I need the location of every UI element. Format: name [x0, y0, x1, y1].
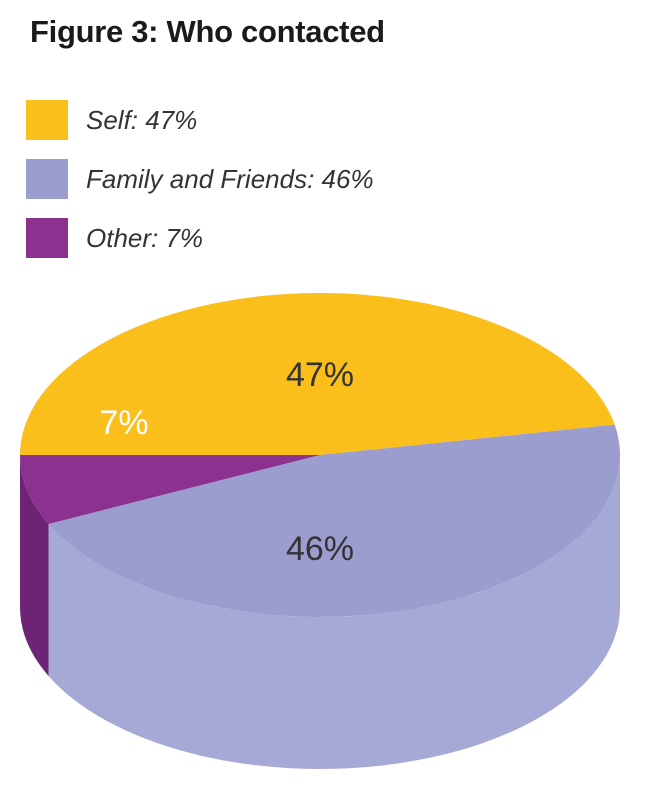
legend: Self: 47% Family and Friends: 46% Other:… — [26, 100, 374, 277]
pie-top — [20, 292, 621, 618]
chart-title: Figure 3: Who contacted — [30, 14, 385, 49]
pie-side-family-and-friends — [48, 455, 621, 769]
slice-label-other: 7% — [99, 404, 148, 442]
legend-item-other: Other: 7% — [26, 218, 374, 258]
pie-side-walls — [20, 455, 621, 769]
pie-side-other — [20, 455, 49, 676]
slice-label-family-and-friends: 46% — [286, 530, 354, 568]
pie-slice-self — [20, 292, 615, 455]
pie-slice-other — [20, 455, 320, 524]
legend-item-family-and-friends: Family and Friends: 46% — [26, 159, 374, 199]
legend-item-self: Self: 47% — [26, 100, 374, 140]
slice-label-self: 47% — [286, 356, 354, 394]
legend-swatch-self — [26, 100, 68, 140]
legend-swatch-family-and-friends — [26, 159, 68, 199]
legend-label-other: Other: 7% — [86, 222, 204, 253]
legend-swatch-other — [26, 218, 68, 258]
legend-label-family-and-friends: Family and Friends: 46% — [86, 163, 374, 194]
pie-slice-family-and-friends — [48, 424, 621, 618]
legend-label-self: Self: 47% — [86, 104, 198, 135]
